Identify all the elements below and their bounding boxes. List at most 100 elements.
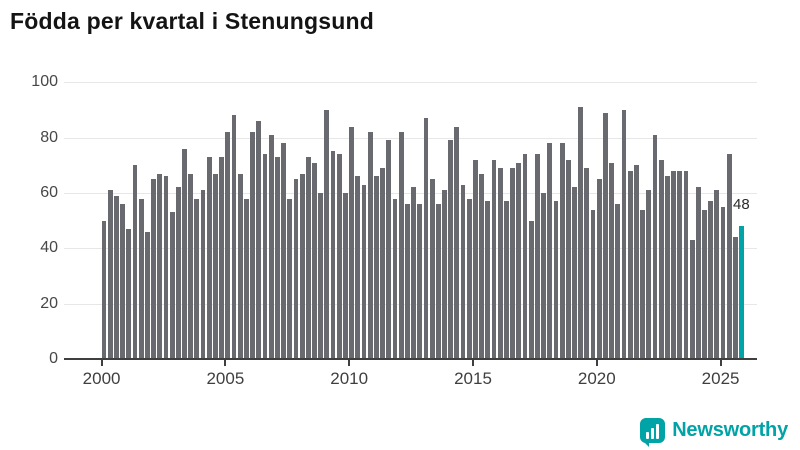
bar[interactable] — [213, 173, 218, 359]
bar[interactable] — [733, 237, 738, 359]
bar[interactable] — [268, 134, 274, 359]
newsworthy-logo[interactable]: Newsworthy — [640, 416, 788, 447]
bar[interactable] — [175, 187, 181, 359]
bar[interactable] — [677, 170, 683, 359]
bar[interactable] — [114, 195, 119, 359]
bar[interactable] — [442, 190, 447, 359]
bar[interactable] — [343, 192, 348, 359]
bar[interactable] — [101, 220, 107, 359]
bar[interactable] — [609, 162, 615, 359]
bar[interactable] — [107, 190, 113, 359]
bar[interactable] — [157, 173, 163, 359]
bar[interactable] — [695, 187, 701, 359]
bar[interactable] — [423, 118, 429, 359]
bar[interactable] — [367, 132, 373, 359]
bar[interactable] — [132, 165, 138, 359]
bar[interactable] — [138, 198, 144, 359]
bar[interactable] — [250, 132, 256, 359]
bar[interactable] — [485, 201, 491, 359]
bar[interactable] — [671, 170, 676, 359]
bar[interactable] — [206, 156, 212, 359]
bar[interactable] — [244, 198, 249, 359]
bar[interactable] — [448, 140, 454, 359]
bar[interactable] — [225, 132, 231, 359]
bar[interactable] — [584, 168, 590, 359]
bar[interactable] — [262, 154, 268, 359]
bar[interactable] — [714, 190, 720, 359]
bar[interactable] — [633, 165, 639, 359]
bar[interactable] — [559, 143, 565, 359]
bar[interactable] — [627, 170, 633, 359]
bar[interactable] — [534, 154, 540, 359]
bar[interactable] — [293, 179, 299, 359]
bar[interactable] — [305, 156, 311, 359]
bar[interactable] — [479, 173, 485, 359]
bar[interactable] — [603, 112, 608, 359]
bar[interactable] — [646, 190, 652, 359]
bar[interactable] — [547, 143, 553, 359]
bar[interactable] — [324, 109, 330, 359]
bar[interactable] — [708, 201, 714, 359]
bar[interactable] — [553, 201, 559, 359]
bar[interactable] — [596, 179, 602, 359]
bar[interactable] — [200, 190, 206, 359]
bar[interactable] — [466, 198, 472, 359]
bar[interactable] — [473, 159, 478, 359]
bar[interactable] — [541, 192, 546, 359]
bar[interactable] — [516, 162, 522, 359]
bar[interactable] — [330, 151, 336, 359]
bar[interactable] — [404, 204, 410, 359]
bar[interactable] — [312, 162, 317, 359]
bar[interactable] — [497, 168, 503, 359]
bar[interactable] — [318, 192, 324, 359]
bar[interactable] — [689, 240, 695, 359]
bar[interactable] — [435, 204, 441, 359]
bar[interactable] — [417, 204, 423, 359]
bar[interactable] — [120, 204, 126, 359]
bar[interactable] — [429, 179, 435, 359]
bar[interactable] — [621, 109, 627, 359]
bar[interactable] — [652, 134, 658, 359]
bar[interactable] — [528, 220, 534, 359]
bar[interactable] — [237, 173, 243, 359]
bar[interactable] — [274, 156, 280, 359]
bar[interactable] — [411, 187, 416, 359]
bar[interactable] — [491, 159, 497, 359]
bar[interactable] — [256, 121, 262, 359]
bar[interactable] — [169, 212, 175, 359]
bar[interactable] — [380, 168, 385, 359]
bar[interactable] — [510, 168, 515, 359]
bar[interactable] — [720, 206, 726, 359]
bar[interactable] — [640, 209, 645, 359]
bar[interactable] — [386, 140, 392, 359]
bar[interactable] — [398, 132, 404, 359]
bar[interactable] — [454, 126, 460, 359]
bar[interactable] — [565, 159, 571, 359]
bar[interactable] — [361, 184, 367, 359]
bar[interactable] — [726, 154, 732, 359]
bar[interactable] — [349, 126, 355, 359]
bar[interactable] — [163, 176, 169, 359]
bar[interactable] — [194, 198, 200, 359]
bar[interactable] — [219, 156, 225, 359]
bar[interactable] — [392, 198, 398, 359]
bar[interactable] — [683, 170, 689, 359]
bar[interactable] — [182, 148, 187, 359]
bar[interactable] — [739, 226, 745, 359]
bar[interactable] — [658, 159, 664, 359]
bar[interactable] — [281, 143, 286, 359]
bar[interactable] — [151, 179, 156, 359]
bar[interactable] — [374, 176, 379, 359]
bar[interactable] — [355, 176, 361, 359]
bar[interactable] — [460, 184, 466, 359]
bar[interactable] — [578, 107, 584, 359]
bar[interactable] — [702, 209, 707, 359]
bar[interactable] — [504, 201, 509, 359]
bar[interactable] — [590, 209, 596, 359]
bar[interactable] — [126, 228, 132, 359]
bar[interactable] — [231, 115, 237, 359]
bar[interactable] — [615, 204, 621, 359]
bar[interactable] — [287, 198, 293, 359]
bar[interactable] — [664, 176, 670, 359]
bar[interactable] — [572, 187, 577, 359]
